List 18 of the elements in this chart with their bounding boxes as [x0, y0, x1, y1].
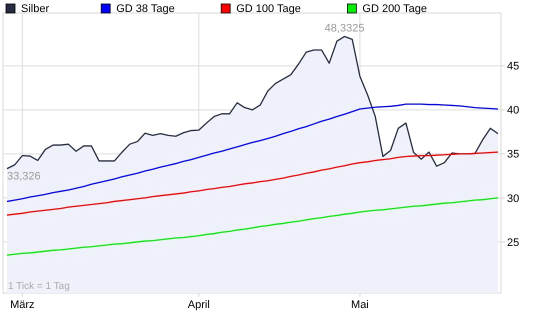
x-tick-label: Mai — [351, 299, 369, 311]
annotation: 1 Tick = 1 Tag — [8, 281, 70, 292]
x-tick-label: März — [10, 299, 35, 311]
x-tick-label: April — [188, 299, 210, 311]
y-tick-label: 45 — [507, 60, 520, 73]
line-series — [6, 197, 499, 256]
y-tick-label: 30 — [507, 192, 520, 205]
annotation: 48,3325 — [324, 22, 364, 34]
legend-label: GD 100 Tage — [236, 2, 301, 15]
annotation: 33,326 — [7, 170, 41, 183]
legend-label: GD 38 Tage — [116, 2, 175, 15]
legend-label: Silber — [21, 2, 50, 15]
y-tick-label: 40 — [507, 104, 520, 117]
y-tick-label: 25 — [507, 236, 520, 249]
line-series — [6, 151, 499, 216]
y-tick-label: 35 — [507, 148, 520, 161]
legend-label: GD 200 Tage — [362, 2, 428, 15]
line-series — [6, 103, 499, 202]
